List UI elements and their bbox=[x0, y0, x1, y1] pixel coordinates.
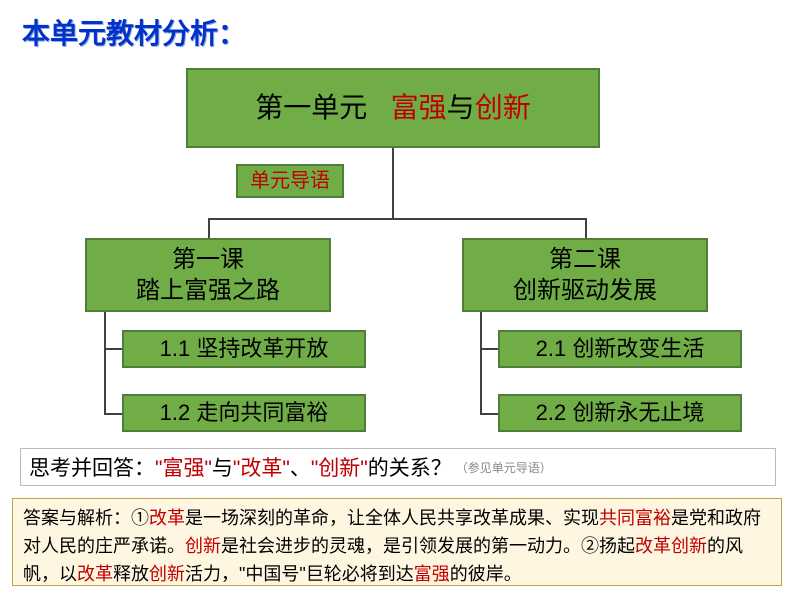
page-heading: 本单元教材分析： bbox=[22, 12, 246, 52]
s12-text: 1.2 走向共同富裕 bbox=[160, 399, 329, 428]
a-r3: 创新 bbox=[185, 536, 221, 556]
answer-box: 答案与解析：①改革是一场深刻的革命，让全体人民共享改革成果、实现共同富裕是党和政… bbox=[12, 498, 782, 586]
conn-root-down bbox=[392, 148, 394, 218]
s11-text: 1.1 坚持改革开放 bbox=[160, 335, 329, 364]
a-r5: 改革 bbox=[77, 564, 113, 584]
root-gap bbox=[367, 92, 390, 123]
question-box: 思考并回答："富强"与"改革"、"创新"的关系？（参见单元导语） bbox=[20, 448, 776, 486]
conn-l2-v bbox=[480, 312, 482, 415]
a-p1: 答案与解析：① bbox=[23, 508, 149, 528]
conn-l2-s22 bbox=[480, 413, 498, 415]
conn-l2-s21 bbox=[480, 348, 498, 350]
q-q2: "改革" bbox=[233, 452, 290, 482]
conn-l1-s11 bbox=[104, 348, 122, 350]
conn-horiz bbox=[208, 218, 585, 220]
lesson1-node: 第一课 踏上富强之路 bbox=[85, 238, 331, 312]
lesson1-line2: 踏上富强之路 bbox=[136, 275, 280, 306]
lesson2-line2: 创新驱动发展 bbox=[513, 275, 657, 306]
conn-to-l1 bbox=[208, 218, 210, 238]
lesson2-line1: 第二课 bbox=[549, 244, 621, 275]
conn-to-l2 bbox=[585, 218, 587, 238]
a-r1: 改革 bbox=[149, 508, 185, 528]
q-q1: "富强" bbox=[155, 452, 212, 482]
s11-node: 1.1 坚持改革开放 bbox=[122, 330, 366, 368]
q-q3: "创新" bbox=[311, 452, 368, 482]
q-note: （参见单元导语） bbox=[456, 459, 552, 476]
s21-text: 2.1 创新改变生活 bbox=[536, 335, 705, 364]
conn-l1-v bbox=[104, 312, 106, 415]
s21-node: 2.1 创新改变生活 bbox=[498, 330, 742, 368]
a-r6: 创新 bbox=[149, 564, 185, 584]
a-p6: 释放 bbox=[113, 564, 149, 584]
q-p3: 、 bbox=[290, 452, 311, 482]
a-p2: 是一场深刻的革命，让全体人民共享改革成果、实现 bbox=[185, 508, 599, 528]
root-prefix: 第一单元 bbox=[255, 92, 367, 123]
lesson2-node: 第二课 创新驱动发展 bbox=[462, 238, 708, 312]
root-r1: 富强 bbox=[391, 92, 447, 123]
a-p8: 的彼岸。 bbox=[450, 564, 522, 584]
a-p7: 活力，"中国号"巨轮必将到达 bbox=[185, 564, 414, 584]
intro-node: 单元导语 bbox=[236, 164, 344, 198]
a-r2: 共同富裕 bbox=[599, 508, 671, 528]
root-content: 第一单元 富强与创新 bbox=[255, 90, 530, 126]
q-p2: 与 bbox=[212, 452, 233, 482]
q-p4: 的关系？ bbox=[368, 452, 452, 482]
lesson1-line1: 第一课 bbox=[172, 244, 244, 275]
root-node: 第一单元 富强与创新 bbox=[186, 68, 600, 148]
intro-text: 单元导语 bbox=[250, 168, 330, 194]
a-r4: 改革创新 bbox=[635, 536, 707, 556]
s22-text: 2.2 创新永无止境 bbox=[536, 399, 705, 428]
s12-node: 1.2 走向共同富裕 bbox=[122, 394, 366, 432]
s22-node: 2.2 创新永无止境 bbox=[498, 394, 742, 432]
a-r7: 富强 bbox=[414, 564, 450, 584]
q-p1: 思考并回答： bbox=[29, 452, 155, 482]
conn-l1-s12 bbox=[104, 413, 122, 415]
root-r2: 创新 bbox=[475, 92, 531, 123]
root-b1: 与 bbox=[447, 92, 475, 123]
heading-text: 本单元教材分析： bbox=[22, 18, 246, 49]
a-p4: 是社会进步的灵魂，是引领发展的第一动力。②扬起 bbox=[221, 536, 635, 556]
